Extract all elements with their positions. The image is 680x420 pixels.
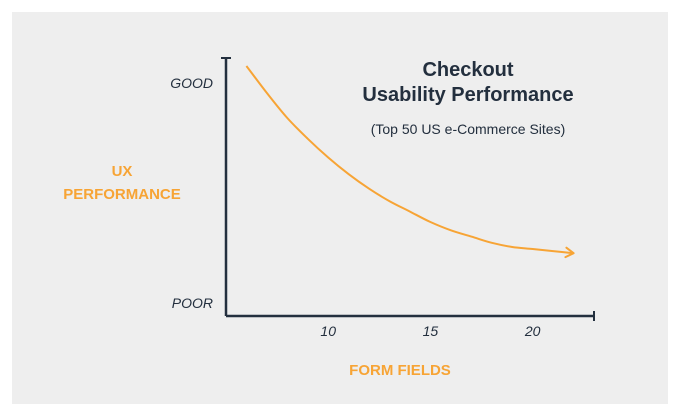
x-tick-label-15: 15: [423, 323, 439, 339]
y-axis-label-line-1: UX: [112, 163, 133, 180]
y-tick-label-good: GOOD: [170, 75, 213, 91]
x-ticks-group: 10 15 20: [320, 323, 540, 339]
chart-title-line-2: Usability Performance: [362, 84, 573, 106]
x-axis-label: FORM FIELDS: [349, 362, 451, 379]
chart-card: [12, 12, 668, 404]
x-tick-label-10: 10: [320, 323, 336, 339]
curve-arrowhead: [564, 246, 575, 259]
y-tick-label-poor: POOR: [172, 295, 213, 311]
chart-title-line-1: Checkout: [422, 59, 513, 81]
x-tick-label-20: 20: [524, 323, 541, 339]
ux-performance-curve: [245, 65, 574, 255]
y-axis-label-line-2: PERFORMANCE: [63, 186, 181, 203]
chart-subtitle: (Top 50 US e-Commerce Sites): [371, 121, 566, 137]
